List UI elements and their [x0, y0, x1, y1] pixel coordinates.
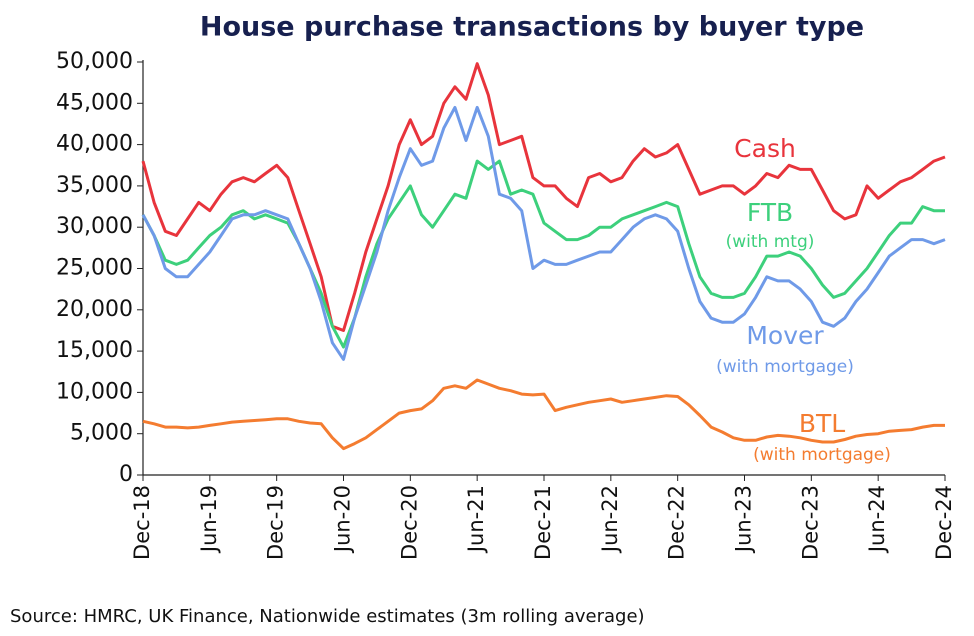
y-tick-label: 20,000	[56, 297, 133, 322]
series-line	[141, 105, 946, 361]
x-tick-label: Jun-20	[331, 485, 355, 554]
series-label: Cash	[734, 134, 796, 163]
series-label: FTB	[747, 198, 793, 227]
y-tick-label: 5,000	[70, 421, 133, 446]
x-tick-label: Dec-18	[130, 485, 154, 560]
x-tick-label: Jun-19	[197, 485, 221, 554]
y-tick-label: 30,000	[56, 214, 133, 239]
y-tick-label: 15,000	[56, 338, 133, 363]
source: Source: HMRC, UK Finance, Nationwide est…	[10, 606, 645, 627]
series-label: BTL	[799, 409, 845, 438]
series-line	[141, 159, 945, 349]
x-tick-label: Dec-23	[798, 485, 822, 560]
x-tick-label: Jun-23	[732, 485, 756, 554]
x-tick-label: Dec-19	[264, 485, 288, 560]
x-tick-label: Dec-21	[531, 485, 555, 560]
series-note: (with mortgage)	[716, 357, 854, 377]
y-tick-label: 50,000	[56, 49, 133, 74]
y-tick-label: 40,000	[56, 132, 133, 157]
series-line	[142, 378, 945, 451]
x-tick-label: Jun-24	[865, 485, 889, 554]
series-label: Mover	[746, 321, 824, 350]
x-tick-label: Dec-20	[397, 485, 421, 560]
y-tick-label: 35,000	[56, 173, 133, 198]
y-tick-label: 25,000	[56, 256, 133, 281]
series-note: (with mortgage)	[753, 445, 891, 465]
series-note: (with mtg)	[726, 232, 815, 252]
y-tick-label: 10,000	[56, 379, 133, 404]
series-line	[141, 62, 946, 332]
x-tick-label: Dec-22	[665, 485, 689, 560]
x-tick-label: Jun-21	[464, 485, 488, 554]
y-tick-label: 45,000	[56, 90, 133, 115]
chart-title: House purchase transactions by buyer typ…	[200, 12, 864, 43]
y-tick-label: 0	[119, 462, 133, 487]
x-tick-label: Jun-22	[598, 485, 622, 554]
x-tick-label: Dec-24	[932, 485, 956, 560]
